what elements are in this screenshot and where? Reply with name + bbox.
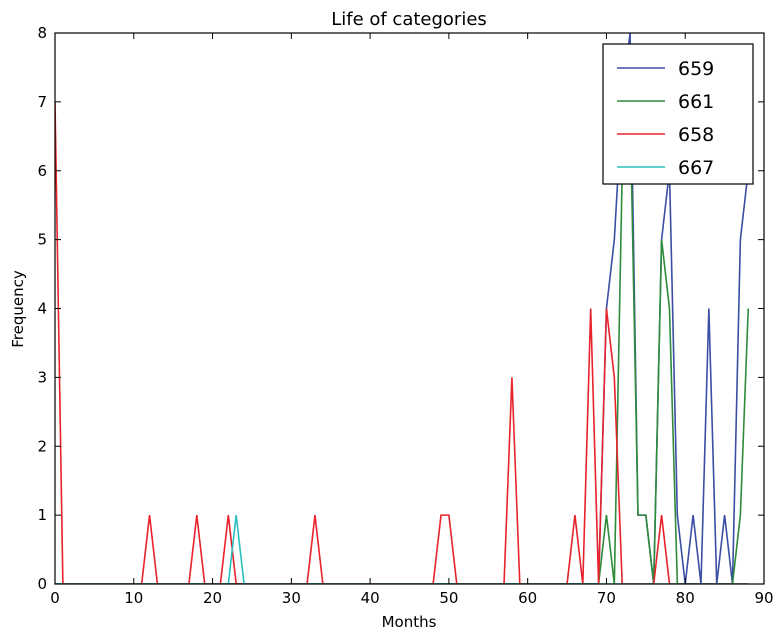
y-tick-label: 3: [37, 368, 47, 386]
legend-label-661: 661: [678, 91, 714, 113]
y-tick-label: 0: [37, 575, 47, 593]
legend-label-659: 659: [678, 58, 714, 80]
legend-label-667: 667: [678, 157, 714, 179]
series-line-658: [55, 101, 749, 584]
y-tick-label: 7: [37, 93, 47, 111]
chart-title: Life of categories: [331, 9, 487, 30]
x-tick-label: 30: [282, 589, 301, 607]
x-tick-label: 10: [124, 589, 143, 607]
legend: 659 661 658 667: [602, 43, 754, 185]
ticks-layer: 0 10 20 30 40 50 60 70 80 90 0 1 2 3 4 5 6 7 8: [37, 24, 773, 607]
legend-label-658: 658: [678, 124, 714, 146]
x-tick-label: 50: [439, 589, 458, 607]
x-tick-label: 80: [676, 589, 695, 607]
y-tick-label: 6: [37, 162, 47, 180]
x-tick-label: 20: [203, 589, 222, 607]
x-tick-label: 40: [361, 589, 380, 607]
x-tick-label: 0: [50, 589, 60, 607]
y-tick-label: 1: [37, 506, 47, 524]
y-tick-label: 8: [37, 24, 47, 42]
x-tick-label: 60: [518, 589, 537, 607]
x-axis-title: Months: [382, 613, 437, 631]
x-tick-label: 70: [597, 589, 616, 607]
series-line-667: [55, 515, 749, 584]
y-tick-label: 4: [37, 300, 47, 318]
x-tick-label: 90: [754, 589, 773, 607]
y-axis-title: Frequency: [9, 270, 27, 348]
y-tick-label: 2: [37, 437, 47, 455]
y-tick-label: 5: [37, 231, 47, 249]
